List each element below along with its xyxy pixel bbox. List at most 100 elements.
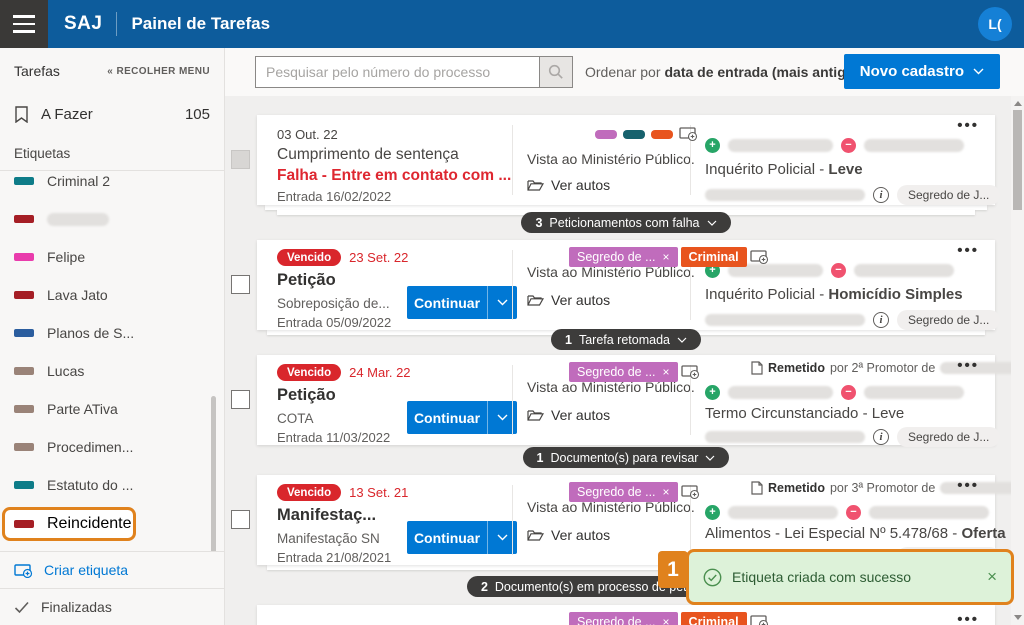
secrecy-tag-chip[interactable]: Segredo de ... × <box>569 362 678 382</box>
overdue-badge: Vencido <box>277 484 342 501</box>
sidebar-item-finalizadas[interactable]: Finalizadas <box>0 588 224 625</box>
tag-add-icon[interactable] <box>749 614 769 625</box>
info-icon[interactable]: i <box>873 429 889 445</box>
view-case-files-link[interactable]: Ver autos <box>527 527 610 543</box>
hamburger-menu-icon[interactable] <box>0 0 48 48</box>
folder-open-icon <box>527 180 544 191</box>
case-parties: + − <box>705 138 964 153</box>
folder-open-icon <box>527 410 544 421</box>
sort-prefix: Ordenar por <box>585 64 661 80</box>
tag-item-lucas[interactable]: Lucas <box>0 352 224 390</box>
scrollbar-thumb[interactable] <box>1013 110 1022 210</box>
search-input[interactable] <box>255 56 540 88</box>
task-card[interactable]: Vencido 24 Mar. 22 Petição COTA Entrada … <box>257 355 1024 447</box>
tag-item-criminal-2[interactable]: Criminal 2 <box>0 171 224 200</box>
continue-split-button[interactable]: Continuar <box>407 521 517 554</box>
card-overflow-menu[interactable]: ••• <box>957 242 979 259</box>
tag-item-procedimen[interactable]: Procedimen... <box>0 428 224 466</box>
tag-item-estatuto[interactable]: Estatuto do ... <box>0 466 224 504</box>
task-card[interactable]: 03 Out. 22 Cumprimento de sentença Falha… <box>257 115 1001 205</box>
task-checkbox[interactable] <box>231 275 250 294</box>
tag-add-icon[interactable] <box>680 364 700 380</box>
sort-dropdown[interactable]: Ordenar por data de entrada (mais antiga… <box>585 64 881 80</box>
task-card[interactable]: Vencido 23 Set. 22 Petição Sobreposição … <box>257 240 1001 330</box>
user-avatar[interactable]: L( <box>978 7 1012 41</box>
tag-add-icon[interactable] <box>679 127 698 142</box>
chevron-down-icon <box>497 299 508 306</box>
redacted-party-name <box>728 506 838 519</box>
task-card[interactable]: Vencido 13 Set. 21 Manifestaç... Manifes… <box>257 475 1024 567</box>
new-record-button[interactable]: Novo cadastro <box>843 54 1000 89</box>
view-case-files-link[interactable]: Ver autos <box>527 177 610 193</box>
check-icon <box>14 601 29 613</box>
group-expand-pill[interactable]: 1 Tarefa retomada <box>551 329 701 350</box>
case-type: Termo Circunstanciado - Leve <box>705 405 905 422</box>
secrecy-badge: Segredo de J... <box>897 310 1001 330</box>
view-case-files-link[interactable]: Ver autos <box>527 407 610 423</box>
create-tag-button[interactable]: Criar etiqueta <box>0 551 224 588</box>
tag-swatch-orange[interactable] <box>651 130 673 139</box>
remove-tag-icon[interactable]: × <box>662 615 670 625</box>
tag-item-lava-jato[interactable]: Lava Jato <box>0 276 224 314</box>
tag-item-planos[interactable]: Planos de S... <box>0 314 224 352</box>
document-sent-icon <box>751 361 763 375</box>
tag-color-swatch <box>14 177 34 185</box>
tag-add-icon[interactable] <box>749 249 769 265</box>
redacted-party-name <box>869 506 989 519</box>
sidebar-title: Tarefas <box>14 63 60 79</box>
search-group <box>255 56 573 88</box>
sidebar-scrollbar[interactable] <box>211 396 216 586</box>
secrecy-badge: Segredo de J... <box>897 185 1001 205</box>
tag-item-felipe[interactable]: Felipe <box>0 238 224 276</box>
group-expand-pill[interactable]: 3 Peticionamentos com falha <box>521 212 731 233</box>
card-tag-chips: Segredo de ... × <box>569 362 700 382</box>
criminal-tag-chip[interactable]: Criminal <box>680 247 747 267</box>
remove-tag-icon[interactable]: × <box>662 485 670 499</box>
info-icon[interactable]: i <box>873 187 889 203</box>
toast-close-icon[interactable]: × <box>987 567 997 586</box>
remove-tag-icon[interactable]: × <box>662 365 670 379</box>
continue-button[interactable]: Continuar <box>407 286 487 319</box>
continue-split-button[interactable]: Continuar <box>407 401 517 434</box>
task-checkbox[interactable] <box>231 510 250 529</box>
group-expand-pill[interactable]: 1 Documento(s) para revisar <box>522 447 730 468</box>
continue-split-button[interactable]: Continuar <box>407 286 517 319</box>
card-overflow-menu[interactable]: ••• <box>957 357 979 374</box>
card-overflow-menu[interactable]: ••• <box>957 611 979 625</box>
task-title: Petição <box>277 386 336 404</box>
tag-item-reincidente-highlighted[interactable]: Reincidente <box>2 507 136 541</box>
tag-item-parte-ativa[interactable]: Parte ATiva <box>0 390 224 428</box>
minus-party-icon: − <box>846 505 861 520</box>
task-checkbox[interactable] <box>231 150 250 169</box>
search-button[interactable] <box>540 56 573 88</box>
chevron-down-icon <box>497 534 508 541</box>
info-icon[interactable]: i <box>873 312 889 328</box>
redacted-case-number <box>705 314 865 326</box>
criminal-tag-chip[interactable]: Criminal <box>680 612 747 625</box>
redacted-office <box>940 362 1024 374</box>
task-card[interactable]: Segredo de ... × Criminal ••• <box>257 605 995 625</box>
collapse-menu-button[interactable]: « RECOLHER MENU <box>107 65 210 77</box>
task-checkbox[interactable] <box>231 390 250 409</box>
secrecy-tag-chip[interactable]: Segredo de ... × <box>569 482 678 502</box>
remove-tag-icon[interactable]: × <box>662 250 670 264</box>
task-date: 13 Set. 21 <box>349 485 409 500</box>
tag-add-icon[interactable] <box>680 484 700 500</box>
tag-swatch-purple[interactable] <box>595 130 617 139</box>
secrecy-tag-chip[interactable]: Segredo de ... × <box>569 247 678 267</box>
scroll-down-arrow-icon[interactable] <box>1014 615 1022 620</box>
scroll-up-arrow-icon[interactable] <box>1014 101 1022 106</box>
continue-button[interactable]: Continuar <box>407 401 487 434</box>
tag-item-redacted[interactable] <box>0 200 224 238</box>
sidebar-item-a-fazer[interactable]: A Fazer 105 <box>0 94 224 134</box>
card-overflow-menu[interactable]: ••• <box>957 117 979 134</box>
chevron-down-icon <box>706 455 715 461</box>
redacted-office <box>940 482 1024 494</box>
main-scrollbar[interactable] <box>1011 96 1024 625</box>
continue-button[interactable]: Continuar <box>407 521 487 554</box>
tag-swatch-teal[interactable] <box>623 130 645 139</box>
stacked-card-edge <box>267 565 985 570</box>
secrecy-tag-chip[interactable]: Segredo de ... × <box>569 612 678 625</box>
view-case-files-link[interactable]: Ver autos <box>527 292 610 308</box>
card-overflow-menu[interactable]: ••• <box>957 477 979 494</box>
